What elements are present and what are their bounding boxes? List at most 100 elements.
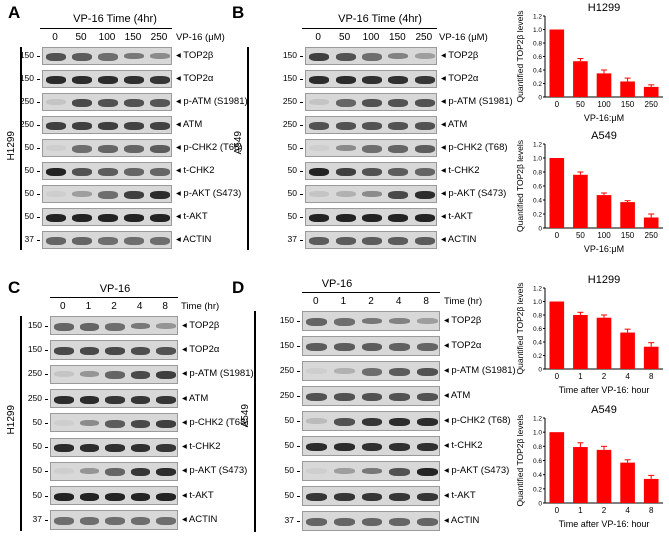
- cell-line-bracket: [247, 47, 249, 250]
- protein-band: [72, 53, 92, 61]
- blot-strip: [50, 316, 178, 336]
- protein-label: ◂ t-CHK2: [441, 165, 480, 176]
- protein-band: [361, 318, 383, 324]
- protein-band: [46, 122, 66, 130]
- protein-band: [335, 99, 356, 107]
- treatment-title: VP-16 Time (4hr): [338, 13, 422, 25]
- protein-band: [361, 191, 383, 197]
- protein-band: [414, 145, 435, 153]
- panel-letter-b: B: [232, 3, 245, 22]
- protein-band: [389, 493, 411, 501]
- y-tick-label: 0.8: [533, 313, 542, 320]
- protein-label: ◂ ACTIN: [182, 514, 218, 526]
- protein-band: [124, 237, 144, 245]
- x-tick-label: 0: [555, 100, 560, 109]
- mw-tick: [45, 520, 48, 522]
- x-tick-label: 8: [649, 372, 654, 381]
- protein-band: [98, 99, 118, 107]
- protein-band: [156, 517, 176, 526]
- protein-band: [389, 393, 411, 401]
- mw-tick: [37, 56, 40, 57]
- mw-marker: 50: [284, 440, 294, 450]
- protein-band: [333, 443, 355, 451]
- bar: [620, 81, 635, 97]
- y-tick-label: 1.2: [533, 14, 542, 21]
- protein-band: [156, 395, 176, 404]
- x-tick-label: 0: [555, 231, 560, 240]
- y-tick-label: 0.8: [533, 170, 542, 177]
- lane-label: 8: [423, 296, 429, 307]
- lane-label: 50: [339, 32, 351, 43]
- protein-label: ◂ p-ATM (S1981): [182, 368, 254, 380]
- protein-label: ◂ ATM: [444, 390, 471, 401]
- protein-band: [306, 318, 328, 326]
- mw-tick: [300, 171, 303, 172]
- mw-marker: 50: [32, 465, 42, 476]
- x-tick-label: 2: [602, 506, 607, 515]
- cell-line-label: A549: [233, 130, 244, 154]
- x-tick-label: 0: [555, 372, 560, 381]
- blot-strip: [42, 185, 172, 203]
- lane-label: 0: [52, 32, 58, 43]
- bar: [643, 217, 659, 228]
- y-axis-label: Quantified TOP2β levels: [515, 140, 525, 232]
- blot-strip: [302, 336, 440, 356]
- x-tick-label: 250: [645, 100, 659, 109]
- y-axis-label: Quantified TOP2β levels: [515, 11, 525, 103]
- lane-label: 1: [85, 301, 92, 312]
- protein-band: [46, 191, 66, 197]
- blot-strip: [50, 486, 178, 506]
- protein-band: [54, 419, 74, 426]
- protein-band: [46, 76, 66, 84]
- protein-band: [98, 237, 118, 245]
- protein-band: [54, 346, 74, 355]
- protein-band: [389, 418, 411, 426]
- protein-band: [156, 322, 176, 329]
- blot-strip: [302, 361, 440, 381]
- protein-band: [388, 76, 409, 84]
- protein-label: ◂ p-CHK2 (T68): [176, 142, 243, 153]
- protein-band: [124, 191, 144, 199]
- bar: [643, 86, 659, 97]
- protein-label: ◂ p-AKT (S473): [441, 188, 507, 199]
- mw-tick: [300, 79, 303, 80]
- blot-strip: [305, 47, 437, 65]
- y-tick-label: 1.0: [533, 27, 542, 34]
- protein-label: ◂ TOP2β: [444, 315, 482, 326]
- protein-band: [388, 237, 409, 245]
- protein-label: ◂ ACTIN: [441, 234, 477, 245]
- x-tick-label: 1: [578, 506, 583, 515]
- protein-band: [309, 237, 330, 245]
- protein-band: [130, 444, 151, 453]
- y-tick-label: 1.0: [533, 156, 542, 163]
- x-tick-label: 250: [645, 231, 659, 240]
- protein-band: [361, 122, 383, 130]
- protein-band: [309, 76, 330, 84]
- protein-label: ◂ t-AKT: [441, 211, 473, 222]
- x-tick-label: 150: [621, 100, 635, 109]
- mw-tick: [297, 321, 300, 322]
- blot-strip: [302, 311, 440, 331]
- lane-label: 4: [136, 301, 143, 312]
- y-tick-label: 0.2: [533, 212, 542, 219]
- protein-band: [105, 419, 125, 428]
- protein-label: ◂ TOP2α: [176, 73, 214, 84]
- chart-title: A549: [591, 404, 617, 416]
- y-tick-label: 1.2: [533, 286, 542, 293]
- mw-tick: [37, 171, 40, 172]
- y-tick-label: 0.2: [533, 486, 542, 493]
- protein-band: [388, 53, 409, 59]
- y-tick-label: 0.6: [533, 54, 542, 61]
- protein-band: [389, 443, 411, 451]
- unit-label: Time (hr): [181, 301, 220, 312]
- protein-band: [361, 99, 383, 107]
- y-tick-label: 0.4: [533, 472, 542, 479]
- bar: [596, 449, 612, 503]
- protein-band: [150, 99, 170, 107]
- protein-band: [150, 168, 170, 176]
- mw-tick: [45, 471, 48, 473]
- x-tick-label: 4: [625, 506, 630, 515]
- bar: [573, 315, 588, 369]
- protein-band: [150, 145, 170, 153]
- protein-band: [333, 343, 355, 351]
